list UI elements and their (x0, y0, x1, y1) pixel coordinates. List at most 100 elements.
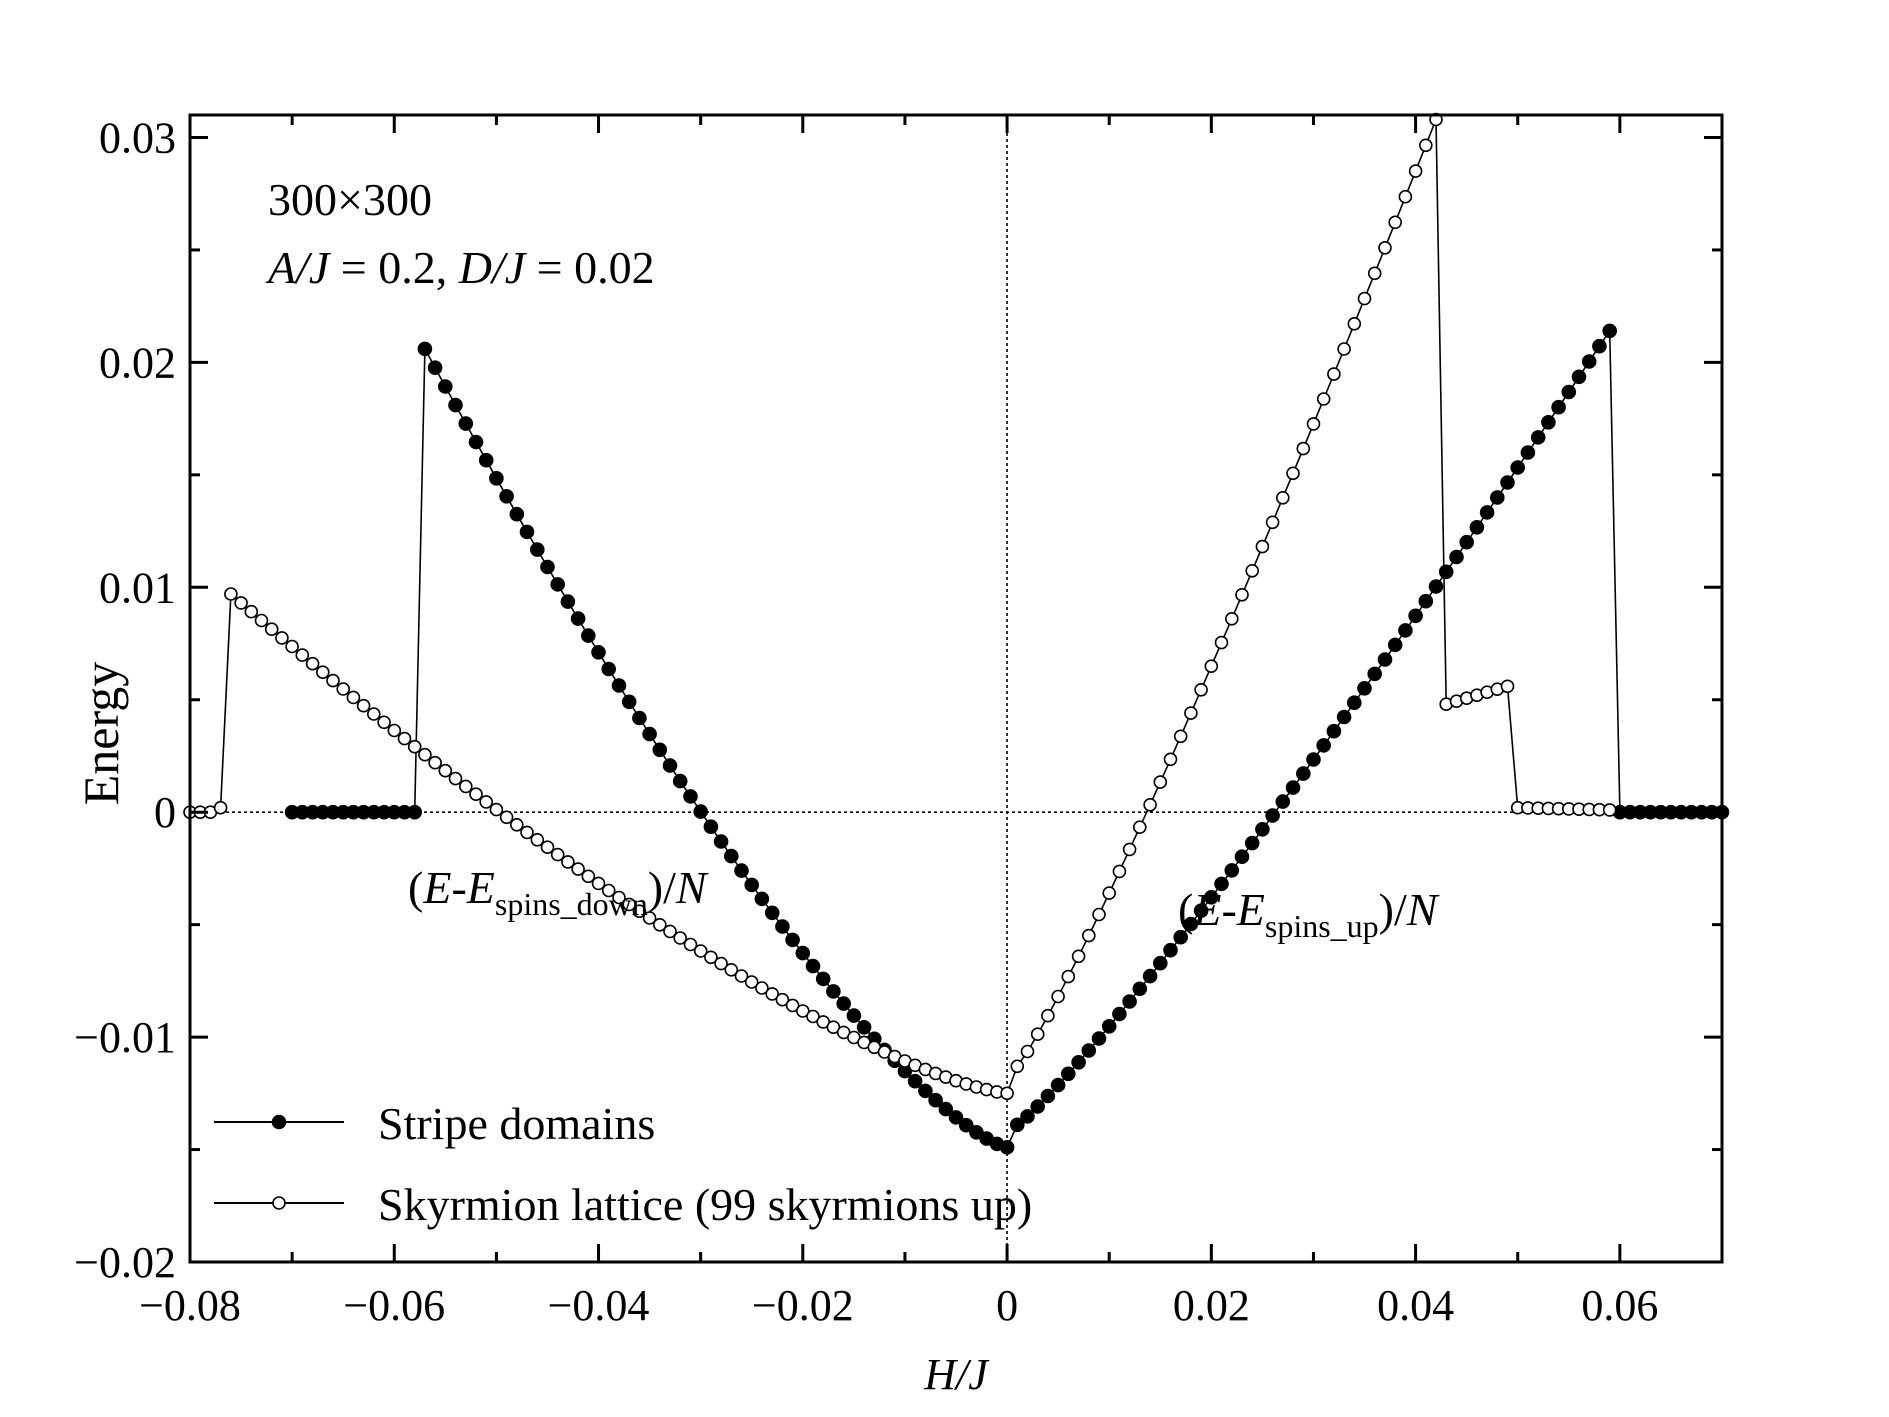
data-point-skyrmion (1173, 729, 1188, 744)
data-point-stripe (928, 1092, 943, 1108)
data-point-stripe (1398, 623, 1413, 638)
x-tick-label: 0 (996, 1281, 1018, 1330)
data-point-stripe (826, 984, 841, 999)
x-axis-label: H/J (923, 1350, 990, 1399)
legend-label-skyrmion: Skyrmion lattice (99 skyrmions up) (378, 1179, 1032, 1230)
y-tick-label: −0.01 (74, 1013, 176, 1062)
series-stripe-domains (284, 323, 1730, 1155)
data-point-stripe (1428, 579, 1444, 594)
data-point-stripe (1224, 863, 1240, 878)
data-point-stripe (958, 1117, 974, 1133)
data-point-stripe (1377, 652, 1393, 667)
left-energy-label: (E-Espins_down)/N (408, 862, 709, 922)
data-point-stripe (1040, 1088, 1056, 1104)
right-label-open: ( (1178, 884, 1193, 935)
data-point-skyrmion (806, 1009, 820, 1024)
data-point-stripe (427, 360, 443, 376)
data-point-skyrmion (1133, 820, 1147, 835)
data-point-skyrmion (775, 992, 790, 1007)
tick-labels: −0.08 −0.06 −0.04 −0.02 0 0.02 0.04 0.06 −0.02 −0… (74, 113, 1658, 1330)
data-point-stripe (1592, 338, 1607, 354)
data-point-stripe (713, 834, 729, 849)
right-energy-label: (E-Espins_up)/N (1178, 884, 1440, 944)
y-axis-label: Energy (73, 662, 129, 805)
data-point-skyrmion (1306, 417, 1321, 431)
data-point-stripe (1122, 994, 1137, 1009)
data-point-stripe (1112, 1006, 1127, 1022)
left-label-open: ( (408, 862, 423, 913)
data-point-skyrmion (397, 731, 412, 746)
data-point-stripe (1255, 821, 1270, 837)
data-point-skyrmion (744, 975, 759, 989)
data-point-skyrmion (530, 832, 545, 847)
data-point-stripe (468, 434, 484, 450)
data-point-skyrmion (458, 779, 473, 794)
data-point-stripe (1581, 354, 1597, 369)
data-point-skyrmion (1030, 1027, 1045, 1041)
data-point-skyrmion (704, 950, 718, 965)
data-point-stripe (550, 577, 566, 592)
data-point-stripe (1244, 835, 1260, 851)
left-label-n: N (675, 862, 709, 913)
data-point-skyrmion (642, 911, 657, 925)
right-label-n: N (1406, 884, 1440, 935)
data-point-skyrmion (1020, 1044, 1035, 1059)
data-point-stripe (1418, 593, 1434, 609)
data-point-skyrmion (540, 840, 555, 855)
data-point-stripe (1367, 666, 1382, 682)
data-point-stripe (1306, 752, 1321, 767)
left-label-close: )/ (648, 862, 676, 913)
data-point-skyrmion (1143, 797, 1157, 812)
right-label-subscript: spins_up (1265, 908, 1379, 944)
data-point-skyrmion (765, 987, 780, 1001)
data-point-skyrmion (1316, 392, 1331, 406)
data-point-skyrmion (346, 690, 361, 705)
data-point-skyrmion (724, 962, 739, 977)
data-point-skyrmion (1265, 515, 1280, 530)
data-point-skyrmion (356, 698, 371, 713)
data-point-stripe (1602, 323, 1617, 339)
data-point-stripe (570, 611, 586, 626)
data-point-skyrmion (1071, 949, 1086, 964)
data-point-skyrmion (1061, 969, 1076, 984)
data-point-stripe (785, 932, 800, 948)
data-point-stripe (489, 470, 504, 486)
data-point-skyrmion (428, 755, 442, 770)
data-point-skyrmion (1378, 241, 1392, 255)
data-point-stripe (632, 710, 647, 726)
y-tick-label: 0.03 (99, 113, 176, 162)
data-point-skyrmion (795, 1004, 810, 1018)
data-point-skyrmion (683, 937, 698, 952)
reference-lines (190, 115, 1722, 1262)
data-point-skyrmion (1041, 1008, 1055, 1023)
data-point-stripe (642, 726, 657, 742)
data-point-stripe (652, 742, 668, 758)
data-point-skyrmion (244, 604, 259, 619)
right-label-e1: E (1192, 884, 1221, 935)
data-point-skyrmion (315, 665, 330, 680)
left-label-dash: - (451, 862, 466, 913)
data-point-stripe (540, 559, 555, 575)
data-point-skyrmion (550, 847, 565, 862)
data-point-stripe (693, 804, 709, 819)
x-tick-label: −0.02 (752, 1281, 854, 1330)
right-label-e2: E (1236, 884, 1265, 935)
data-point-skyrmion (1153, 775, 1168, 789)
data-point-stripe (1520, 445, 1536, 460)
data-point-stripe (836, 996, 852, 1011)
data-point-skyrmion (285, 639, 299, 654)
data-point-stripe (448, 397, 463, 413)
data-point-skyrmion (693, 944, 708, 958)
data-point-stripe (1081, 1043, 1097, 1058)
data-point-stripe (703, 819, 719, 835)
data-point-skyrmion (601, 883, 616, 898)
data-point-stripe (1438, 564, 1454, 580)
plot-frame (188, 113, 1724, 1264)
data-point-stripe (1571, 369, 1587, 385)
data-point-stripe (672, 773, 688, 789)
data-point-skyrmion (1245, 563, 1259, 578)
data-point-skyrmion (1122, 842, 1137, 857)
y-tick-label: 0 (154, 788, 176, 837)
data-point-skyrmion (469, 787, 483, 802)
